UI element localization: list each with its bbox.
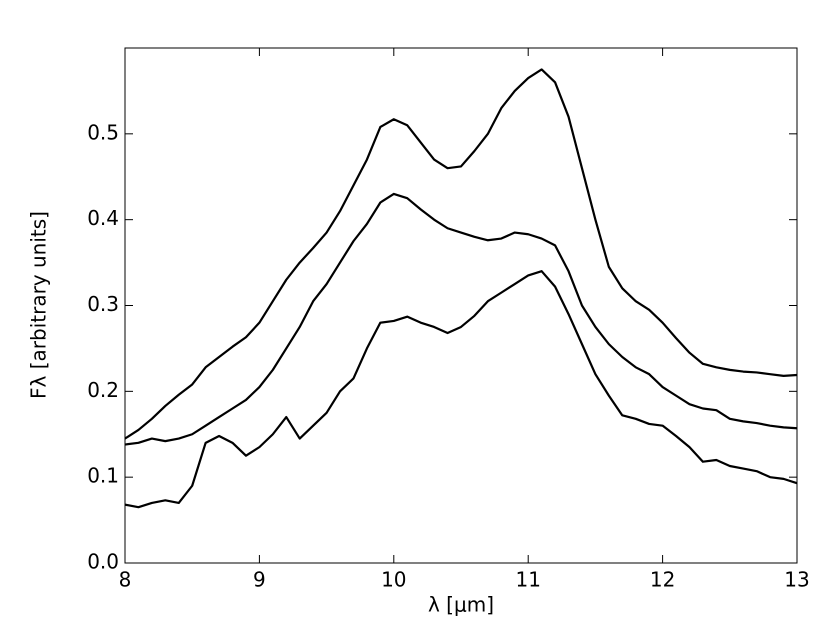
y-tick-label: 0.2	[87, 378, 119, 402]
x-tick-label: 10	[381, 568, 406, 592]
y-tick-label: 0.4	[87, 206, 119, 230]
x-tick-label: 13	[784, 568, 809, 592]
y-tick-label: 0.3	[87, 292, 119, 316]
plot-frame	[124, 47, 798, 564]
y-tick-label: 0.5	[87, 120, 119, 144]
y-tick-label: 0.1	[87, 464, 119, 488]
x-axis-label: λ [μm]	[428, 593, 494, 617]
x-tick-label: 12	[650, 568, 675, 592]
line-series	[124, 192, 798, 446]
x-tick-label: 9	[253, 568, 266, 592]
y-axis-label: Fλ [arbitrary units]	[27, 211, 51, 399]
line-series	[124, 270, 798, 509]
x-tick-label: 11	[515, 568, 540, 592]
line-series	[124, 68, 798, 440]
y-tick-label: 0.0	[87, 550, 119, 574]
x-tick-label: 8	[119, 568, 132, 592]
